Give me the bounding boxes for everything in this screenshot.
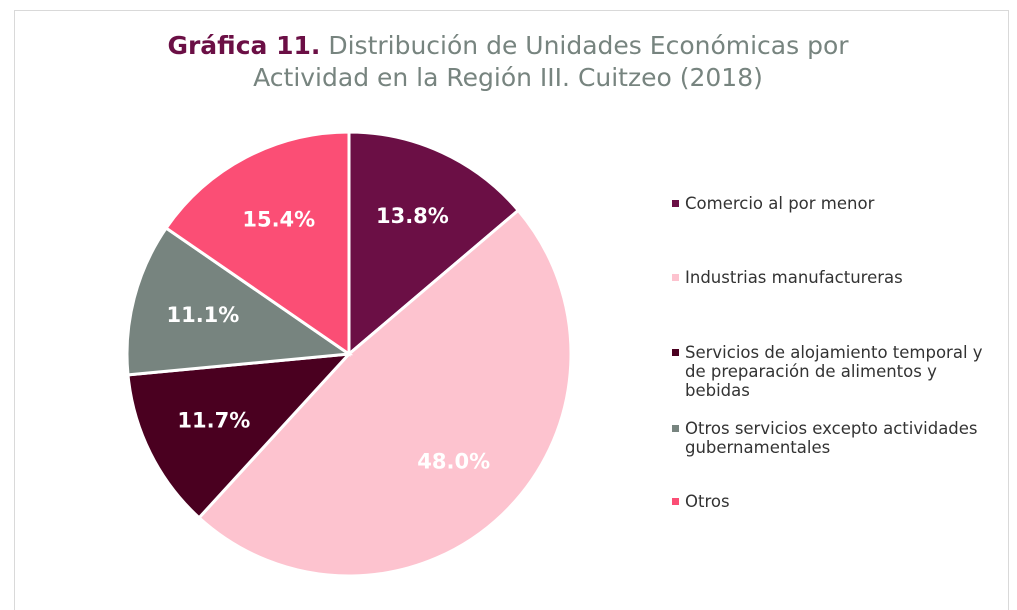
legend-swatch: [672, 274, 679, 281]
slices: [125, 130, 573, 578]
legend-label: Otros: [685, 492, 730, 511]
slice-label: 11.7%: [177, 408, 250, 432]
legend-entry: Comercio al por menor: [672, 194, 1002, 213]
slice: [125, 225, 354, 377]
legend-label: Industrias manufactureras: [685, 268, 903, 287]
legend-label: Comercio al por menor: [685, 194, 875, 213]
slice: [196, 208, 573, 578]
slice: [126, 352, 353, 520]
legend-entry: Servicios de alojamiento temporal y de p…: [672, 343, 1002, 400]
legend-swatch: [672, 349, 679, 356]
legend-swatch: [672, 498, 679, 505]
slice-labels: 13.8% 48.0% 11.7% 11.1% 15.4%: [166, 204, 490, 474]
title-text: Distribución de Unidades Económicas por …: [253, 31, 849, 92]
slice-label: 48.0%: [417, 450, 490, 474]
slice-label: 11.1%: [166, 303, 239, 327]
chart-title: Gráfica 11. Distribución de Unidades Eco…: [158, 30, 858, 94]
legend-label: Otros servicios excepto actividades gube…: [685, 419, 978, 457]
frame: [14, 10, 1009, 610]
legend-swatch: [672, 425, 679, 432]
title-label: Gráfica 11.: [167, 31, 321, 60]
legend-entry: Otros: [672, 492, 1002, 511]
legend-swatch: [672, 200, 679, 207]
legend-label: Servicios de alojamiento temporal y de p…: [685, 343, 983, 400]
legend-entry: Otros servicios excepto actividades gube…: [672, 419, 1002, 457]
slice: [347, 130, 521, 358]
slice: [164, 130, 351, 357]
legend-entry: Industrias manufactureras: [672, 268, 1002, 287]
slice-label: 15.4%: [242, 207, 315, 231]
slice-label: 13.8%: [376, 204, 449, 228]
